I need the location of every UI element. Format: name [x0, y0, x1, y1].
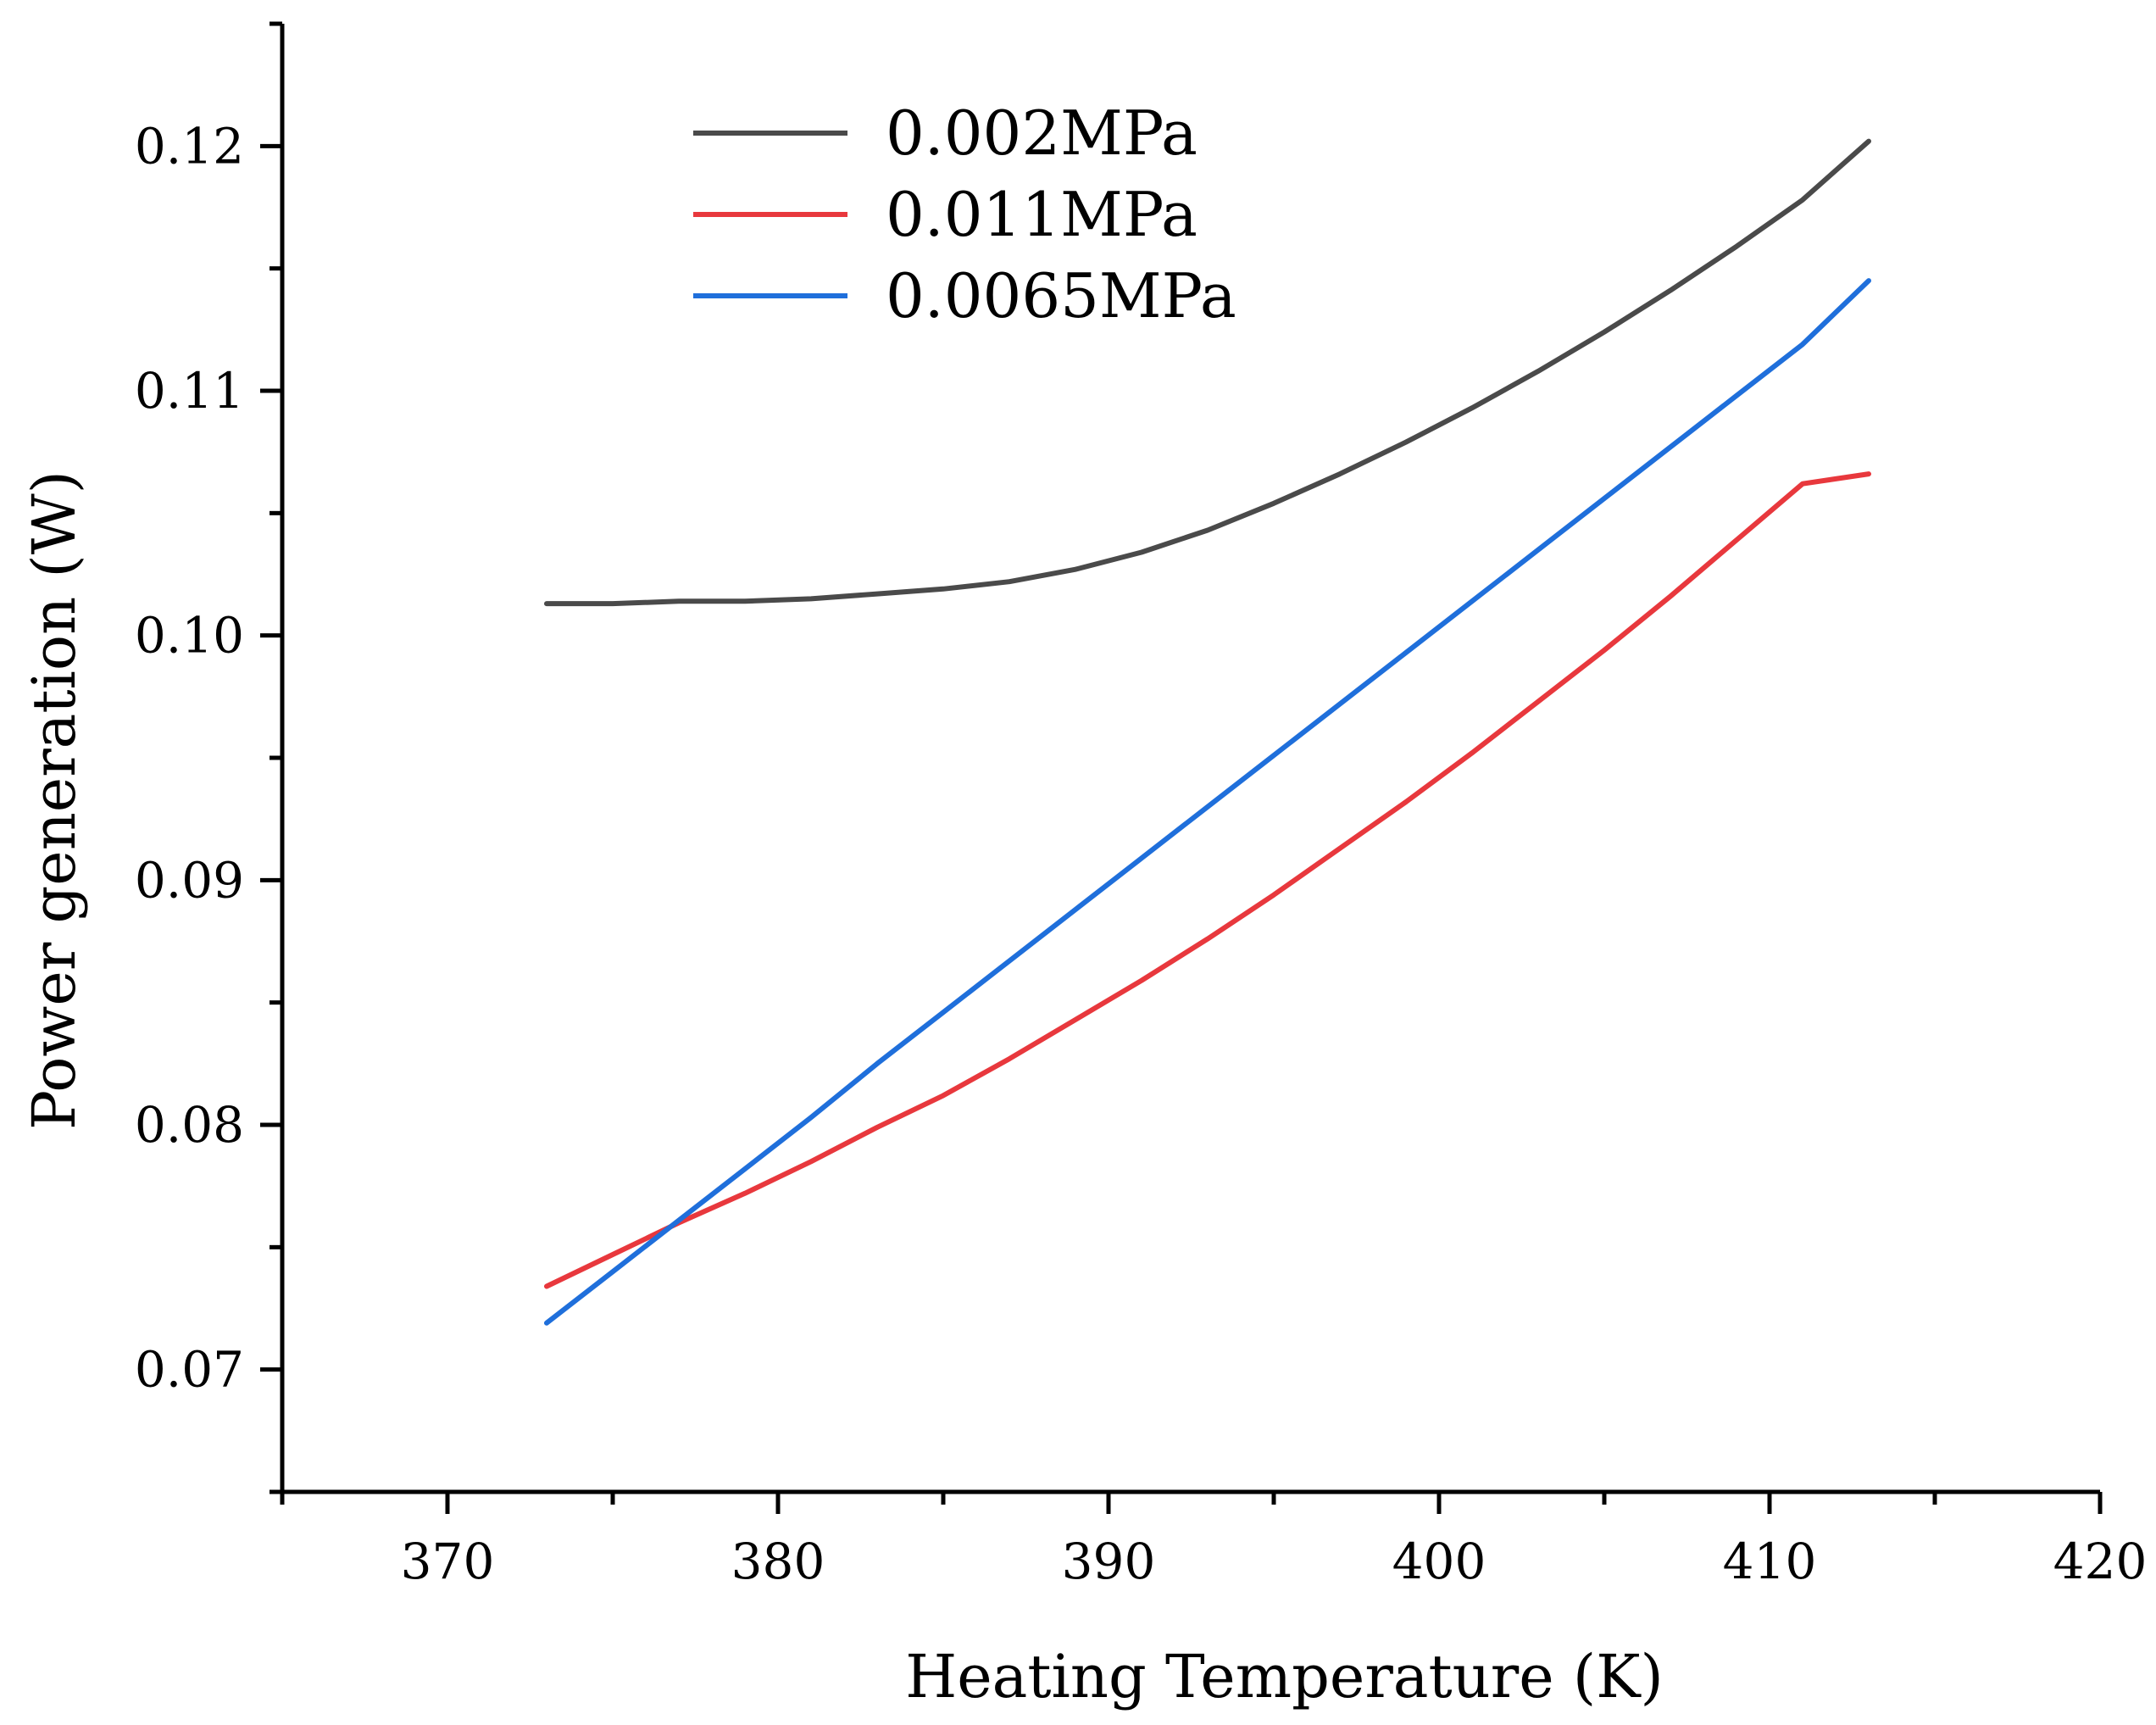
- y-tick-label: 0.10: [135, 607, 244, 665]
- legend: 0.002MPa 0.011MPa 0.0065MPa: [693, 97, 1236, 331]
- x-tick-label: 410: [1723, 1533, 1817, 1590]
- legend-label: 0.0065MPa: [886, 260, 1236, 331]
- x-tick-label: 380: [731, 1533, 825, 1590]
- ticks-layer: 370 380 390 400 410 420 0.07 0.08 0.09 0.10 0.11 0.…: [135, 21, 2148, 1590]
- x-tick-label: 390: [1062, 1533, 1156, 1590]
- series-line-0.0065MPa: [544, 278, 1871, 1326]
- y-tick-label: 0.09: [135, 851, 244, 909]
- series-line-0.011MPa: [544, 471, 1871, 1289]
- legend-label: 0.002MPa: [886, 97, 1197, 169]
- y-tick-label: 0.08: [135, 1096, 244, 1154]
- y-tick-label: 0.11: [135, 362, 244, 420]
- x-tick-label: 400: [1392, 1533, 1486, 1590]
- y-tick-label: 0.12: [135, 117, 244, 175]
- x-tick-label: 420: [2053, 1533, 2148, 1590]
- series-layer: [544, 138, 1871, 1326]
- x-axis-title: Heating Temperature (K): [905, 1642, 1664, 1711]
- x-tick-label: 370: [401, 1533, 495, 1590]
- series-line-0.002MPa: [544, 138, 1871, 607]
- legend-label: 0.011MPa: [886, 179, 1197, 250]
- y-tick-label: 0.07: [135, 1341, 244, 1399]
- y-axis-title: Power generation (W): [19, 470, 89, 1130]
